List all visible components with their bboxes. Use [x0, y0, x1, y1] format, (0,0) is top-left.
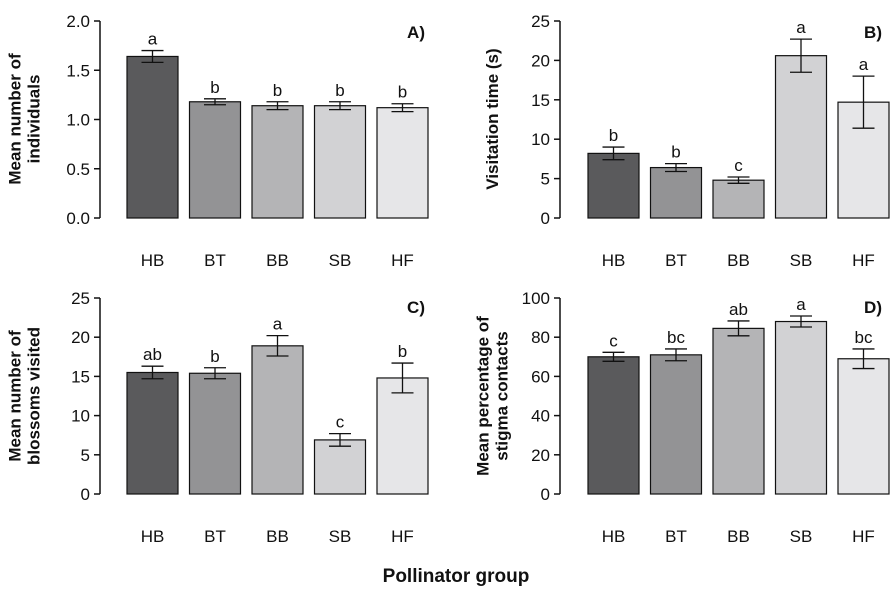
panel-b-significance-letter: b — [671, 143, 680, 162]
panel-d-bar-bb — [712, 327, 765, 495]
panel-a-significance-letter: b — [398, 83, 407, 102]
panel-b-y-tick-label: 15 — [531, 91, 550, 110]
panel-a-y-tick-label: 1.0 — [66, 111, 90, 130]
panel-a-y-tick-label: 1.5 — [66, 61, 90, 80]
panel-d-x-tick-label: SB — [790, 527, 813, 546]
panel-c-y-tick-label: 0 — [81, 485, 90, 504]
panel-d-bar-hb — [587, 356, 640, 495]
panel-d-x-tick-label: HF — [852, 527, 875, 546]
panel-b-y-tick-label: 0 — [541, 209, 550, 228]
panel-d-significance-letter: bc — [667, 328, 685, 347]
panel-d-y-tick-label: 60 — [531, 367, 550, 386]
panel-c-x-tick-label: HB — [141, 527, 165, 546]
panel-c-bar-hb — [126, 371, 179, 495]
panel-a-y-axis-label: Mean number of — [6, 53, 25, 185]
panel-d-label: D) — [864, 298, 882, 317]
panel-d-y-tick-label: 20 — [531, 446, 550, 465]
panel-a-significance-letter: b — [335, 81, 344, 100]
panel-c-significance-letter: a — [273, 315, 283, 334]
panel-a-significance-letter: a — [148, 30, 158, 49]
panel-d-x-tick-label: HB — [602, 527, 626, 546]
panel-a-bar-hb — [126, 55, 179, 219]
panel-d-x-tick-label: BB — [727, 527, 750, 546]
panel-d-y-tick-label: 40 — [531, 407, 550, 426]
panel-a-bar-bb — [251, 105, 304, 219]
panel-d-bar-bt — [649, 354, 703, 495]
panel-c-significance-letter: b — [210, 347, 219, 366]
panel-b-y-tick-label: 20 — [531, 51, 550, 70]
panel-d-x-tick-label: BT — [665, 527, 687, 546]
panel-d-y-tick-label: 0 — [541, 485, 550, 504]
panel-c-x-tick-label: SB — [329, 527, 352, 546]
panel-c-bar-bt — [188, 372, 242, 495]
panel-b-label: B) — [864, 23, 882, 42]
panel-a-y-tick-label: 0.0 — [66, 209, 90, 228]
panel-c-y-axis-label: blossoms visited — [25, 327, 44, 465]
panel-a-x-tick-label: HF — [391, 251, 414, 270]
panel-d-bar-hf — [837, 358, 890, 495]
panel-d-significance-letter: a — [796, 295, 806, 314]
panel-a-y-tick-label: 0.5 — [66, 160, 90, 179]
panel-b-y-tick-label: 25 — [531, 12, 550, 31]
panel-a-y-tick-label: 2.0 — [66, 12, 90, 31]
panel-b-significance-letter: a — [859, 55, 869, 74]
panel-a-bar-hf — [376, 107, 429, 219]
panel-c-y-axis-label: Mean number of — [6, 330, 25, 462]
panel-d-significance-letter: bc — [855, 328, 873, 347]
panel-a-label: A) — [407, 23, 425, 42]
panel-c-y-tick-label: 15 — [71, 367, 90, 386]
panel-d-y-tick-label: 80 — [531, 328, 550, 347]
panel-d-bar-sb — [774, 320, 828, 495]
panel-b-bar-bb — [712, 179, 765, 219]
panel-b-bar-bt — [649, 166, 703, 219]
panel-b-y-tick-label: 10 — [531, 130, 550, 149]
panel-c-significance-letter: c — [336, 413, 345, 432]
panel-d-y-axis-label: Mean percentage of — [474, 316, 493, 476]
panel-a-x-tick-label: BT — [204, 251, 226, 270]
panel-b-bar-hb — [587, 152, 640, 219]
panel-d-y-axis-label: stigma contacts — [493, 331, 512, 460]
panel-b-significance-letter: a — [796, 18, 806, 37]
panel-b-significance-letter: b — [609, 126, 618, 145]
panel-c-y-tick-label: 5 — [81, 446, 90, 465]
panel-c-label: C) — [407, 298, 425, 317]
panel-a-x-tick-label: SB — [329, 251, 352, 270]
panel-b-x-tick-label: HF — [852, 251, 875, 270]
panel-b-x-tick-label: HB — [602, 251, 626, 270]
panel-a-bar-sb — [313, 105, 367, 219]
panel-d-significance-letter: c — [609, 331, 618, 350]
panel-c-significance-letter: ab — [143, 345, 162, 364]
panel-a-x-tick-label: BB — [266, 251, 289, 270]
panel-b-y-tick-label: 5 — [541, 170, 550, 189]
panel-c-x-tick-label: BB — [266, 527, 289, 546]
panel-c-bar-bb — [251, 345, 304, 495]
panel-b-x-tick-label: SB — [790, 251, 813, 270]
panel-d-y-tick-label: 100 — [522, 289, 550, 308]
panel-c-x-tick-label: BT — [204, 527, 226, 546]
panel-c-significance-letter: b — [398, 342, 407, 361]
panel-c-bar-sb — [313, 439, 367, 495]
panel-b-x-tick-label: BT — [665, 251, 687, 270]
panel-c-bar-hf — [376, 377, 429, 495]
panel-c-y-tick-label: 10 — [71, 407, 90, 426]
global-x-axis-label: Pollinator group — [383, 566, 530, 587]
panel-a-significance-letter: b — [210, 78, 219, 97]
panel-b-bar-sb — [774, 55, 828, 219]
panel-b-significance-letter: c — [734, 156, 743, 175]
panel-a-bar-bt — [188, 101, 242, 219]
panel-a-y-axis-label: individuals — [25, 75, 44, 164]
panel-d-significance-letter: ab — [729, 300, 748, 319]
panel-c-x-tick-label: HF — [391, 527, 414, 546]
panel-c-y-tick-label: 25 — [71, 289, 90, 308]
panel-b-x-tick-label: BB — [727, 251, 750, 270]
panel-a-x-tick-label: HB — [141, 251, 165, 270]
panel-a-significance-letter: b — [273, 81, 282, 100]
panel-c-y-tick-label: 20 — [71, 328, 90, 347]
panel-b-y-axis-label: Visitation time (s) — [483, 48, 502, 189]
